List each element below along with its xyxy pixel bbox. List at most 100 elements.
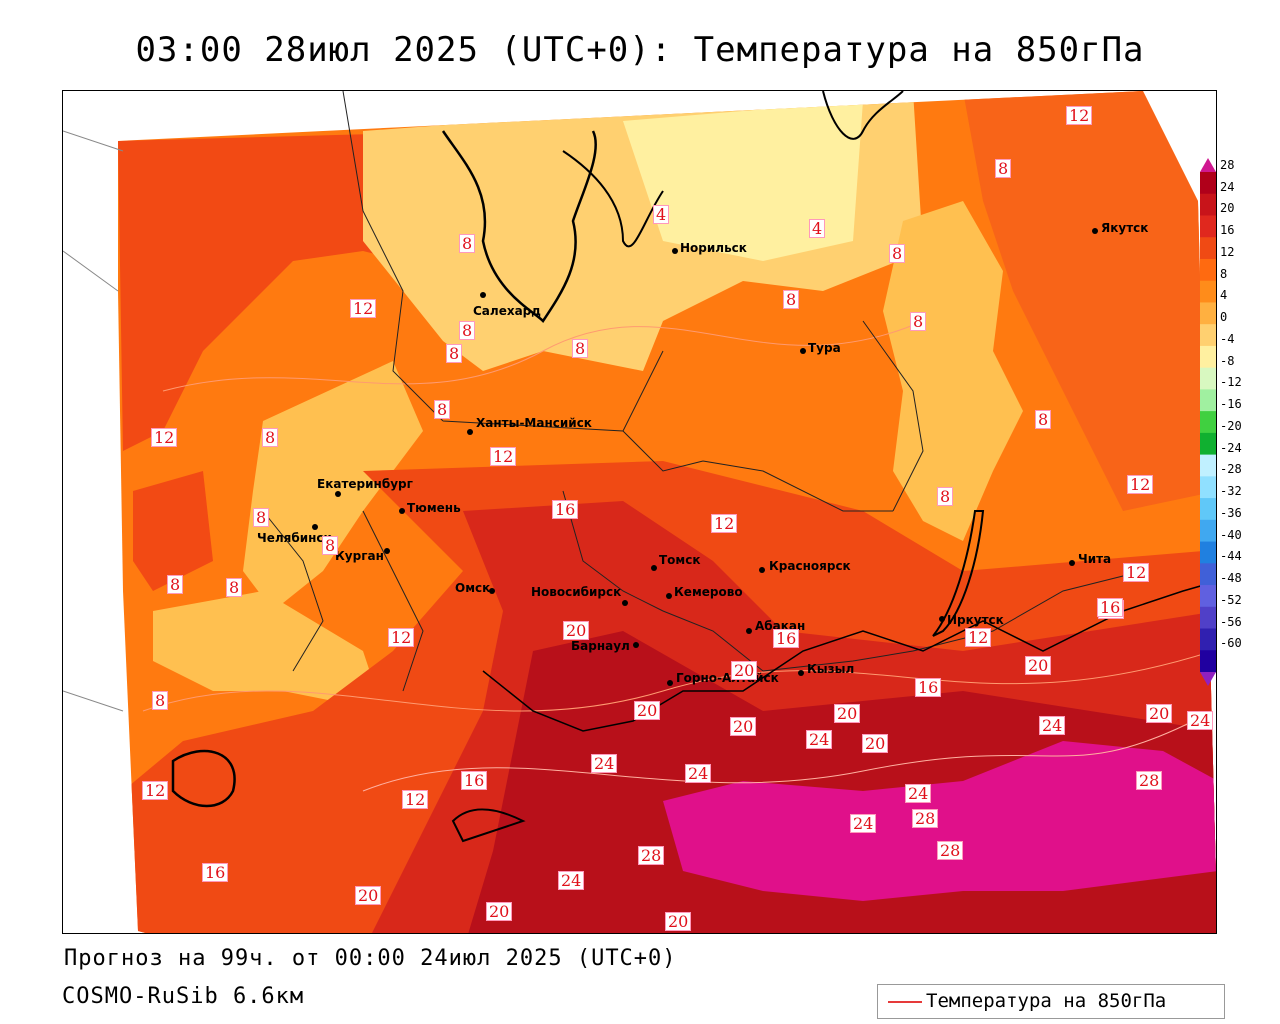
contour-label: 20	[862, 734, 889, 753]
contour-label: 28	[1136, 771, 1163, 790]
contour-label: 24	[685, 764, 712, 783]
contour-label: 8	[446, 344, 463, 363]
colorbar-bottom-arrow	[1200, 672, 1216, 686]
contour-label: 24	[850, 814, 877, 833]
city-ekaterinburg: Екатеринбург	[317, 477, 413, 491]
contour-label: 8	[253, 508, 270, 527]
temperature-colorbar	[1200, 158, 1216, 686]
contour-label: 8	[910, 312, 927, 331]
colorbar-tick-label: 8	[1220, 266, 1228, 281]
colorbar-tick-label: -28	[1220, 462, 1242, 477]
contour-label: 20	[1025, 656, 1052, 675]
contour-label: 12	[402, 790, 429, 809]
city-krasnoyarsk: Красноярск	[769, 559, 851, 573]
contour-label: 8	[783, 290, 800, 309]
colorbar-tick-label: -12	[1220, 375, 1242, 390]
city-marker	[467, 429, 473, 435]
city-marker	[633, 642, 639, 648]
contour-label: 8	[167, 575, 184, 594]
city-marker	[399, 508, 405, 514]
contour-label: 8	[226, 578, 243, 597]
colorbar-tick-label: 24	[1220, 179, 1235, 194]
city-kyzyl: Кызыл	[807, 662, 855, 676]
temperature-field	[63, 91, 1216, 933]
colorbar-swatch	[1200, 258, 1216, 282]
colorbar-swatch	[1200, 650, 1216, 673]
city-marker	[746, 628, 752, 634]
colorbar-tick-label: 20	[1220, 201, 1235, 216]
contour-label: 16	[915, 678, 942, 697]
colorbar-swatch	[1200, 432, 1216, 456]
colorbar-swatch	[1200, 628, 1216, 651]
contour-label: 20	[1146, 704, 1173, 723]
contour-label: 8	[572, 339, 589, 358]
colorbar-swatch	[1200, 193, 1216, 216]
city-marker	[798, 670, 804, 676]
contour-label: 12	[1066, 106, 1093, 125]
contour-label: 28	[912, 809, 939, 828]
contour-label: 24	[905, 784, 932, 803]
city-marker	[335, 491, 341, 497]
contour-label: 24	[806, 730, 833, 749]
legend-line-swatch	[888, 1001, 922, 1003]
contour-label: 28	[638, 846, 665, 865]
colorbar-tick-label: 4	[1220, 288, 1228, 303]
colorbar-tick-label: -40	[1220, 527, 1242, 542]
colorbar-swatch	[1200, 411, 1216, 434]
contour-label: 4	[809, 219, 826, 238]
colorbar-tick-label: 28	[1220, 158, 1235, 172]
city-norilsk: Норильск	[680, 241, 747, 255]
contour-label: 12	[490, 447, 517, 466]
contour-label: 20	[731, 661, 758, 680]
contour-label: 12	[350, 299, 377, 318]
city-marker	[651, 565, 657, 571]
city-khanty-mansiysk: Ханты-Мансийск	[476, 416, 592, 430]
city-barnaul: Барнаул	[571, 639, 630, 653]
contour-label: 8	[937, 487, 954, 506]
contour-label: 8	[322, 536, 339, 555]
contour-label: 24	[558, 871, 585, 890]
colorbar-tick-label: 0	[1220, 310, 1228, 325]
contour-label: 8	[889, 244, 906, 263]
colorbar-tick-label: -16	[1220, 397, 1242, 412]
colorbar-tick-label: -44	[1220, 549, 1242, 564]
colorbar-tick-label: -8	[1220, 353, 1235, 368]
city-marker	[667, 680, 673, 686]
contour-label: 16	[552, 500, 579, 519]
city-marker	[622, 600, 628, 606]
colorbar-swatch	[1200, 280, 1216, 303]
contour-label: 12	[965, 628, 992, 647]
city-marker	[800, 348, 806, 354]
city-marker	[480, 292, 486, 298]
city-omsk: Омск	[455, 581, 491, 595]
colorbar-tick-label: -32	[1220, 484, 1242, 499]
contour-label: 8	[152, 691, 169, 710]
colorbar-swatch	[1200, 454, 1216, 477]
colorbar-swatch	[1200, 563, 1216, 586]
contour-label: 20	[355, 886, 382, 905]
colorbar-tick-label: -24	[1220, 440, 1242, 455]
city-marker	[384, 548, 390, 554]
contour-label: 8	[995, 159, 1012, 178]
city-marker	[489, 588, 495, 594]
contour-label: 12	[388, 628, 415, 647]
city-tura: Тура	[808, 341, 841, 355]
colorbar-swatch	[1200, 237, 1216, 260]
colorbar-swatch	[1200, 541, 1216, 564]
contour-label: 20	[486, 902, 513, 921]
contour-label: 24	[1187, 711, 1214, 730]
forecast-info: Прогноз на 99ч. от 00:00 24июл 2025 (UTC…	[64, 946, 677, 971]
contour-label: 16	[773, 629, 800, 648]
contour-label: 28	[937, 841, 964, 860]
colorbar-swatch	[1200, 476, 1216, 499]
contour-label: 12	[1123, 563, 1150, 582]
contour-label: 12	[151, 428, 178, 447]
city-marker	[1092, 228, 1098, 234]
city-salekhard: Салехард	[473, 304, 541, 318]
contour-label: 4	[653, 205, 670, 224]
colorbar-tick-label: 16	[1220, 223, 1235, 238]
city-marker	[759, 567, 765, 573]
contour-label: 24	[1039, 716, 1066, 735]
forecast-map: Якутск Норильск Салехард Тура Ханты-Манс…	[62, 90, 1217, 934]
colorbar-swatch	[1200, 215, 1216, 238]
